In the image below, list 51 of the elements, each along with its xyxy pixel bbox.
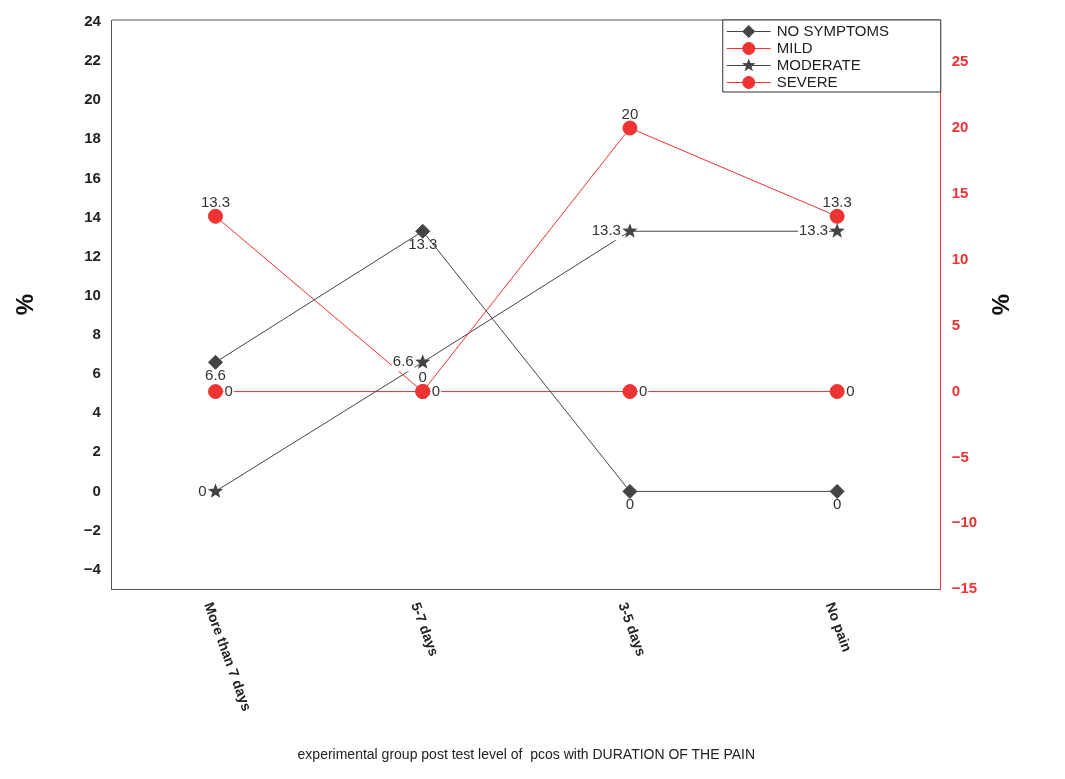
data-label: 0 [431,381,441,399]
x-tick-label: 5-7 days [408,600,443,659]
y2-axis-title: % [986,293,1014,316]
y-tick-label: 24 [84,12,102,30]
y2-tick-label: 25 [951,52,969,70]
y-tick-label: 2 [92,442,101,460]
y-tick-label: 4 [92,403,102,421]
legend-label: MODERATE [776,55,861,73]
y2-tick-label: −10 [951,513,978,531]
y2-tick-label: −5 [951,447,969,465]
data-label: 0 [198,481,207,499]
y-tick-label: 20 [84,90,101,108]
y-tick-label: 0 [92,481,101,499]
x-tick-label: 3-5 days [615,600,650,659]
y-tick-label: 16 [84,168,101,186]
legend-label: NO SYMPTOMS [776,21,890,39]
y-tick-label: 14 [84,207,102,225]
y2-tick-label: 5 [951,315,961,333]
data-label: 0 [625,495,635,513]
y-tick-label: −4 [83,559,102,577]
y2-tick-label: 15 [951,184,969,202]
y-tick-label: 12 [84,246,101,264]
y-axis-title: % [11,293,39,316]
legend-label: MILD [776,38,813,56]
data-label: 6.6 [205,365,226,383]
y2-tick-label: 10 [951,249,969,267]
y-tick-label: −2 [83,520,101,538]
data-label: 13.3 [822,192,852,210]
x-axis-title: experimental group post test level of pcos with DURATION OF THE PAIN [297,746,756,763]
data-label: 13.3 [798,221,829,239]
legend-label: SEVERE [776,72,838,90]
x-tick-label: More than 7 days [201,600,256,714]
data-label: 13.3 [591,221,621,239]
data-label: 20 [621,104,639,122]
data-label: 13.3 [408,234,438,252]
y-tick-label: 6 [92,364,101,382]
data-label: 6.6 [392,352,414,370]
y-tick-label: 8 [92,325,101,343]
data-label: 0 [638,381,648,399]
x-tick-label: No pain [822,600,856,654]
y2-tick-label: 0 [951,381,961,399]
data-label: 0 [832,495,842,513]
y2-tick-label: 20 [951,118,969,136]
data-label: 0 [846,381,855,399]
y-tick-label: 22 [84,51,101,69]
y-tick-label: 10 [84,285,101,303]
data-label: 13.3 [200,192,231,210]
y2-tick-label: −15 [951,579,978,597]
data-label: 0 [418,368,427,386]
y-tick-label: 18 [84,129,101,147]
data-label: 0 [224,381,233,399]
